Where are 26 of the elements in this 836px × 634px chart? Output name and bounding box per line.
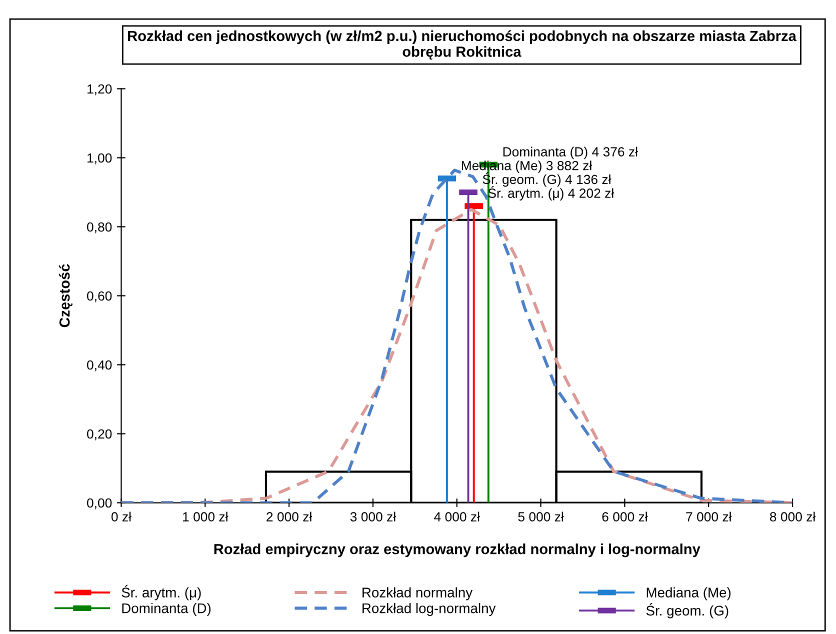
y-axis-title: Częstość [58, 264, 72, 328]
y-tick-label: 1,20 [88, 84, 112, 96]
x-tick-label: 1 000 zł [183, 512, 228, 522]
annotation: Dominanta (D) 4 376 zł [503, 146, 638, 160]
y-tick-label: 0,00 [87, 498, 112, 510]
legend-label: Mediana (Me) [646, 587, 731, 600]
y-tick-label: 1,00 [88, 153, 112, 164]
legend-label: Rozkład normalny [362, 587, 473, 600]
y-tick-label: 0,20 [87, 429, 112, 440]
x-tick-label: 3 000 zł [350, 512, 396, 522]
x-tick-label: 2 000 zł [266, 512, 312, 522]
legend-label: Rozkład log-normalny [362, 603, 496, 616]
chart-title: Rozkład cen jednostkowych (w zł/m2 p.u.) nieruchomości podobnych na obszarze miasta Zabrza obrębu Rokitnica [128, 30, 797, 60]
y-tick-label: 0,60 [87, 291, 112, 302]
x-tick-label: 8 000 zł [770, 512, 816, 522]
y-tick-label: 0,80 [87, 222, 112, 234]
legend-label: Śr. geom. (G) [646, 603, 728, 618]
x-axis-title: Rozład empiryczny oraz estymowany rozkład normalny i log-normalny [214, 544, 700, 558]
x-tick-label: 5 000 zł [518, 512, 564, 522]
legend-label: Dominanta (D) [122, 603, 211, 616]
y-tick-label: 0,40 [87, 360, 112, 372]
x-tick-label: 4 000 zł [434, 512, 480, 522]
x-tick-label: 7 000 zł [686, 512, 732, 522]
legend-label: Śr. arytm. (μ) [122, 584, 201, 600]
x-tick-label: 0 zł [111, 512, 132, 522]
x-tick-label: 6 000 zł [602, 512, 648, 522]
